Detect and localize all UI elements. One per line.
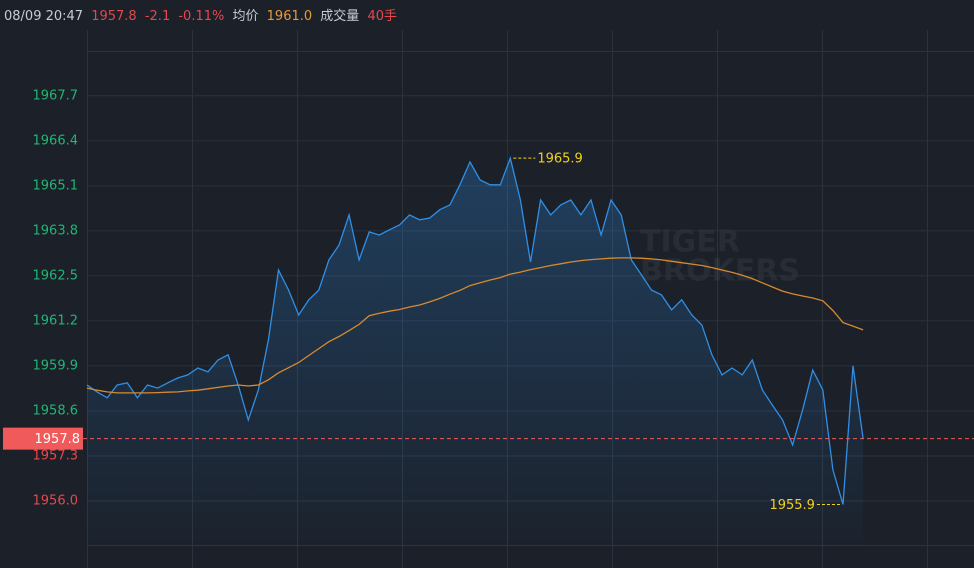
- y-tick-label: 1965.1: [33, 178, 79, 193]
- volume-label: 成交量: [320, 9, 360, 24]
- high-label: 1965.9: [537, 152, 583, 167]
- change-pct: -0.11%: [178, 9, 225, 24]
- price-area: [87, 158, 864, 546]
- low-label: 1955.9: [769, 498, 815, 513]
- y-tick-label: 1959.9: [33, 358, 79, 373]
- time: 08/09 20:47: [4, 9, 84, 24]
- avg: 1961.0: [266, 9, 313, 24]
- last-price-label: 1957.8: [35, 432, 81, 447]
- y-tick-label: 1958.6: [33, 403, 79, 418]
- y-tick-label: 1963.8: [33, 223, 79, 238]
- header: 08/09 20:47 1957.8 -2.1 -0.11% 均价 1961.0…: [4, 5, 401, 24]
- y-tick-label: 1967.7: [33, 88, 79, 103]
- watermark: TIGER: [640, 225, 740, 260]
- y-tick-label: 1957.3: [33, 448, 79, 463]
- avg-label: 均价: [232, 9, 259, 24]
- y-tick-label: 1962.5: [33, 268, 79, 283]
- avg-line: [86, 257, 864, 394]
- last-price-box: [3, 427, 83, 450]
- y-tick-label: 1956.0: [33, 493, 79, 508]
- watermark: BROKERS: [640, 254, 800, 289]
- price-line: [86, 155, 864, 505]
- y-tick-label: 1966.4: [33, 133, 79, 148]
- change: -2.1: [144, 9, 171, 24]
- volume: 40手: [367, 9, 397, 24]
- y-tick-label: 1961.2: [33, 313, 79, 328]
- price: 1957.8: [91, 9, 137, 24]
